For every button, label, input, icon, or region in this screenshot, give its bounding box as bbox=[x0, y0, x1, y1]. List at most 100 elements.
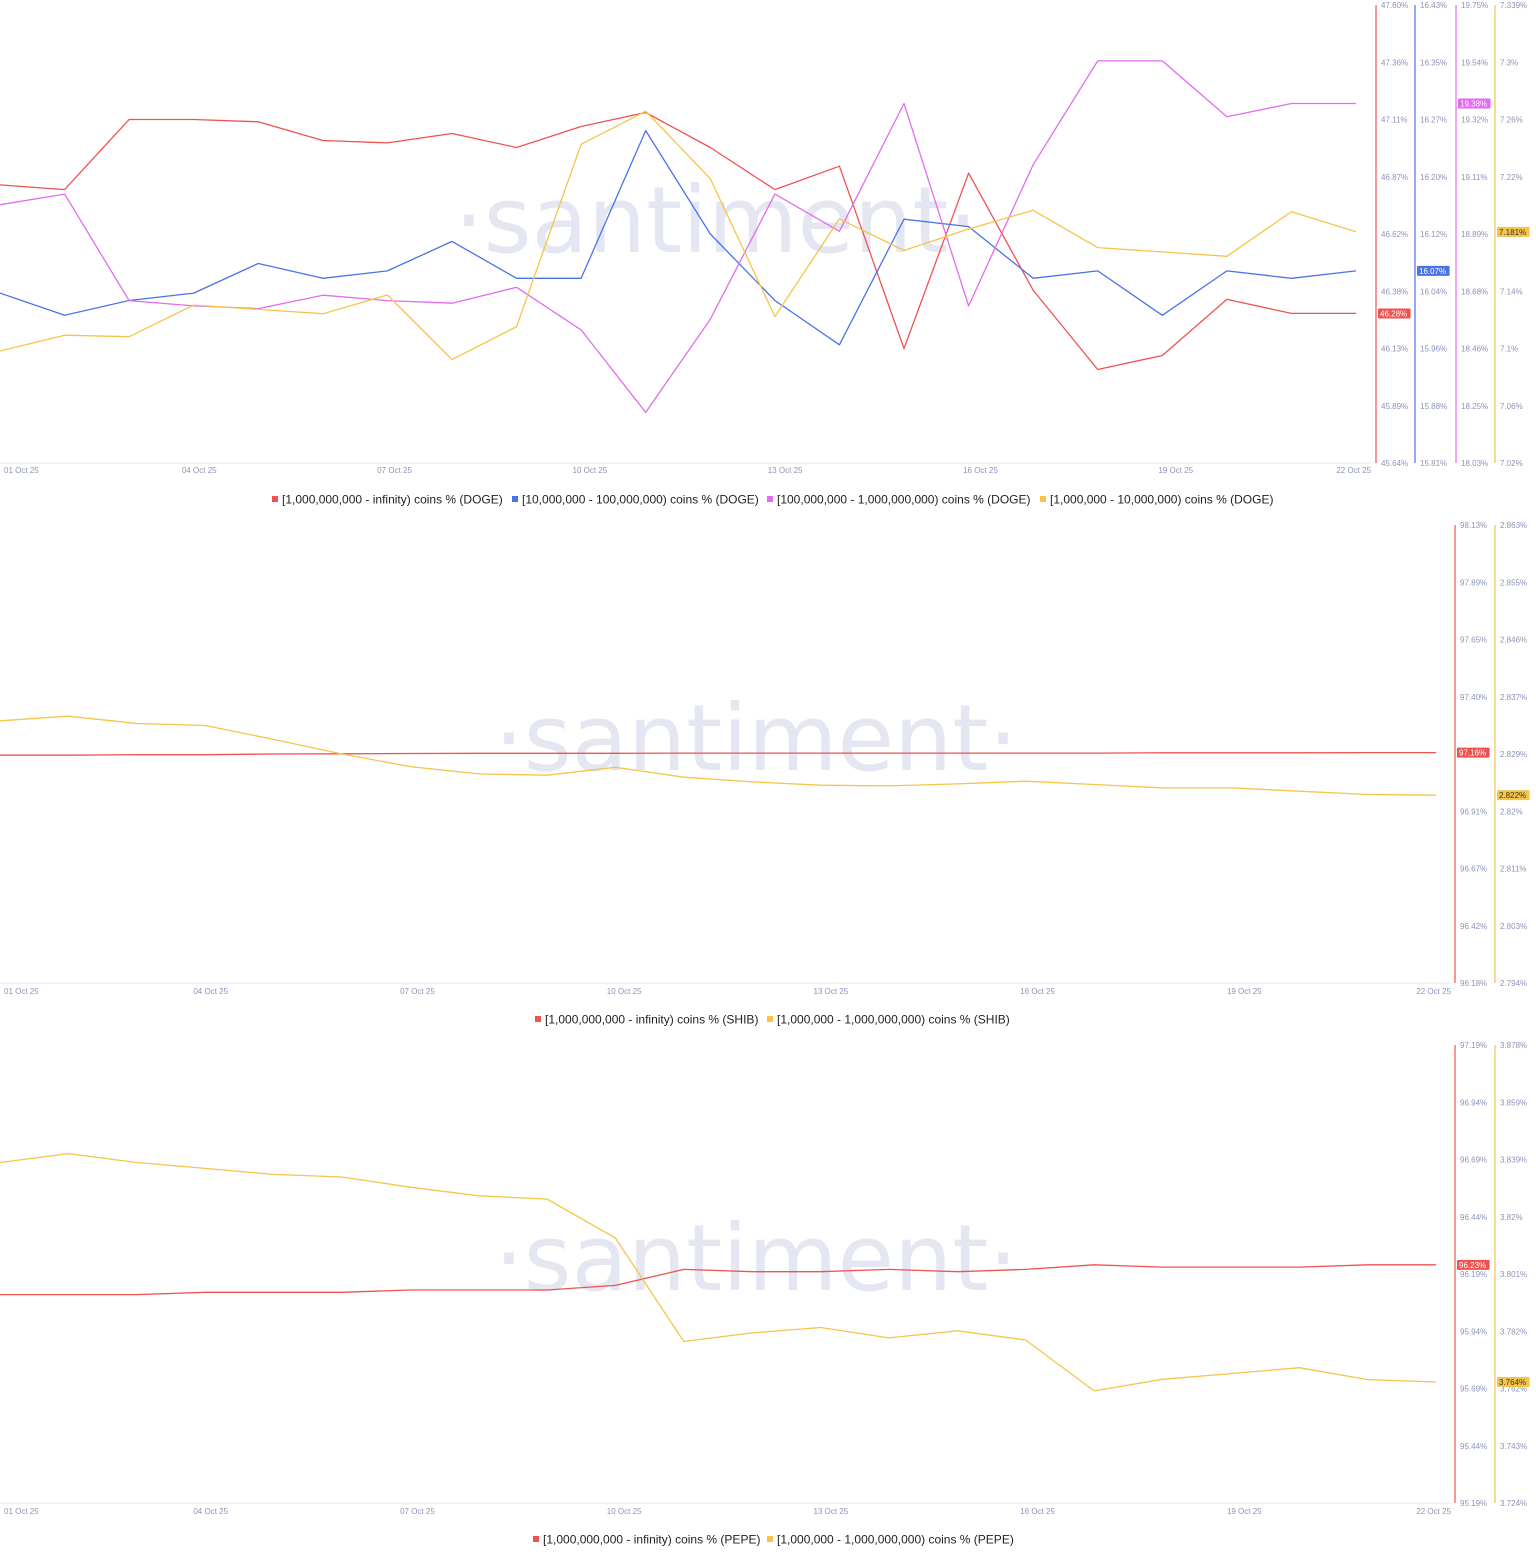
last-value-badge bbox=[1457, 1259, 1490, 1270]
y-tick-label: 45.64% bbox=[1381, 459, 1408, 468]
y-tick-label: 96.18% bbox=[1460, 979, 1487, 988]
y-tick-label: 2.863% bbox=[1500, 521, 1527, 530]
watermark: ·santiment· bbox=[494, 685, 1017, 792]
series-line bbox=[0, 715, 1437, 796]
y-tick-label: 19.11% bbox=[1461, 173, 1488, 182]
last-value-badge bbox=[1497, 790, 1530, 801]
y-tick-label: 3.878% bbox=[1500, 1041, 1527, 1050]
legend-label: [1,000,000,000 - infinity) coins % (DOGE… bbox=[282, 493, 503, 507]
legend-label: [1,000,000 - 1,000,000,000) coins % (SHI… bbox=[777, 1013, 1010, 1027]
y-tick-label: 47.60% bbox=[1381, 1, 1408, 10]
x-tick-label: 13 Oct 25 bbox=[814, 1507, 849, 1516]
x-tick-label: 01 Oct 25 bbox=[4, 466, 39, 475]
y-tick-label: 97.40% bbox=[1460, 693, 1487, 702]
y-tick-label: 7.1% bbox=[1500, 345, 1518, 354]
x-tick-label: 19 Oct 25 bbox=[1158, 466, 1193, 475]
y-tick-label: 18.89% bbox=[1461, 230, 1488, 239]
last-value-label: 16.07% bbox=[1419, 267, 1446, 276]
last-value-label: 46.28% bbox=[1380, 309, 1407, 318]
series-line bbox=[0, 751, 1436, 756]
y-tick-label: 18.25% bbox=[1461, 402, 1488, 411]
y-tick-label: 16.04% bbox=[1420, 287, 1447, 296]
y-tick-label: 2.829% bbox=[1500, 750, 1527, 759]
y-tick-label: 3.839% bbox=[1500, 1156, 1527, 1165]
y-tick-label: 3.82% bbox=[1500, 1213, 1523, 1222]
legend-label: [100,000,000 - 1,000,000,000) coins % (D… bbox=[777, 493, 1030, 507]
x-tick-label: 10 Oct 25 bbox=[573, 466, 608, 475]
legend-swatch bbox=[512, 496, 518, 502]
last-value-label: 96.23% bbox=[1459, 1261, 1486, 1270]
y-tick-label: 16.20% bbox=[1420, 173, 1447, 182]
y-tick-label: 19.75% bbox=[1461, 1, 1488, 10]
legend-swatch bbox=[767, 496, 773, 502]
y-tick-label: 7.26% bbox=[1500, 116, 1523, 125]
y-tick-label: 18.68% bbox=[1461, 287, 1488, 296]
y-tick-label: 3.859% bbox=[1500, 1098, 1527, 1107]
x-tick-label: 01 Oct 25 bbox=[4, 1507, 39, 1516]
y-tick-label: 97.19% bbox=[1460, 1041, 1487, 1050]
x-tick-label: 16 Oct 25 bbox=[963, 466, 998, 475]
x-tick-label: 04 Oct 25 bbox=[193, 1507, 228, 1516]
y-tick-label: 96.19% bbox=[1460, 1270, 1487, 1279]
chart-panel-1: ·santiment· 01 Oct 25 04 Oct 25 07 Oct 25 10… bbox=[0, 1, 1530, 507]
last-value-label: 3.764% bbox=[1499, 1378, 1526, 1387]
y-tick-label: 97.65% bbox=[1460, 636, 1487, 645]
x-tick-label: 13 Oct 25 bbox=[814, 987, 849, 996]
y-tick-label: 96.91% bbox=[1460, 807, 1487, 816]
series-line bbox=[0, 111, 1356, 371]
y-tick-label: 96.42% bbox=[1460, 922, 1487, 931]
y-tick-label: 95.69% bbox=[1460, 1385, 1487, 1394]
y-tick-label: 45.89% bbox=[1381, 402, 1408, 411]
series-line bbox=[0, 1264, 1436, 1296]
y-tick-label: 7.3% bbox=[1500, 58, 1518, 67]
series-line bbox=[0, 129, 1357, 346]
y-tick-label: 7.06% bbox=[1500, 402, 1523, 411]
legend-label: [1,000,000,000 - infinity) coins % (PEPE… bbox=[543, 1533, 760, 1547]
y-tick-label: 97.89% bbox=[1460, 578, 1487, 587]
legend-label: [1,000,000 - 1,000,000,000) coins % (PEP… bbox=[777, 1533, 1014, 1547]
y-tick-label: 2.811% bbox=[1500, 865, 1527, 874]
watermark: ·santiment· bbox=[494, 1205, 1017, 1312]
y-tick-label: 47.11% bbox=[1381, 116, 1408, 125]
x-tick-label: 04 Oct 25 bbox=[182, 466, 217, 475]
x-tick-label: 19 Oct 25 bbox=[1227, 987, 1262, 996]
x-tick-label: 13 Oct 25 bbox=[768, 466, 803, 475]
x-tick-label: 10 Oct 25 bbox=[607, 987, 642, 996]
last-value-label: 7.181% bbox=[1499, 228, 1526, 237]
x-tick-label: 07 Oct 25 bbox=[400, 1507, 435, 1516]
y-tick-label: 96.69% bbox=[1460, 1156, 1487, 1165]
y-tick-label: 7.339% bbox=[1500, 1, 1527, 10]
y-tick-label: 47.36% bbox=[1381, 58, 1408, 67]
y-tick-label: 3.743% bbox=[1500, 1442, 1527, 1451]
x-tick-label: 22 Oct 25 bbox=[1336, 466, 1371, 475]
y-tick-label: 46.87% bbox=[1381, 173, 1408, 182]
y-tick-label: 46.62% bbox=[1381, 230, 1408, 239]
y-tick-label: 98.13% bbox=[1460, 521, 1487, 530]
last-value-badge bbox=[1458, 98, 1491, 109]
legend-label: [10,000,000 - 100,000,000) coins % (DOGE… bbox=[522, 493, 759, 507]
x-tick-label: 07 Oct 25 bbox=[377, 466, 412, 475]
last-value-badge bbox=[1378, 308, 1411, 319]
x-tick-label: 10 Oct 25 bbox=[607, 1507, 642, 1516]
legend-swatch bbox=[767, 1536, 773, 1542]
last-value-badge bbox=[1417, 265, 1450, 276]
y-tick-label: 3.801% bbox=[1500, 1270, 1527, 1279]
legend-swatch bbox=[767, 1016, 773, 1022]
last-value-badge bbox=[1497, 1376, 1530, 1387]
x-tick-label: 16 Oct 25 bbox=[1020, 987, 1055, 996]
x-tick-label: 22 Oct 25 bbox=[1416, 1507, 1451, 1516]
legend-swatch bbox=[1040, 496, 1046, 502]
x-tick-label: 01 Oct 25 bbox=[4, 987, 39, 996]
y-tick-label: 16.35% bbox=[1420, 58, 1447, 67]
last-value-badge bbox=[1497, 226, 1530, 237]
y-tick-label: 15.96% bbox=[1420, 345, 1447, 354]
y-tick-label: 2.794% bbox=[1500, 979, 1527, 988]
y-tick-label: 2.803% bbox=[1500, 922, 1527, 931]
y-tick-label: 15.88% bbox=[1420, 402, 1447, 411]
y-tick-label: 2.855% bbox=[1500, 578, 1527, 587]
y-tick-label: 95.94% bbox=[1460, 1327, 1487, 1336]
y-tick-label: 95.44% bbox=[1460, 1442, 1487, 1451]
x-tick-label: 16 Oct 25 bbox=[1020, 1507, 1055, 1516]
x-tick-label: 19 Oct 25 bbox=[1227, 1507, 1262, 1516]
